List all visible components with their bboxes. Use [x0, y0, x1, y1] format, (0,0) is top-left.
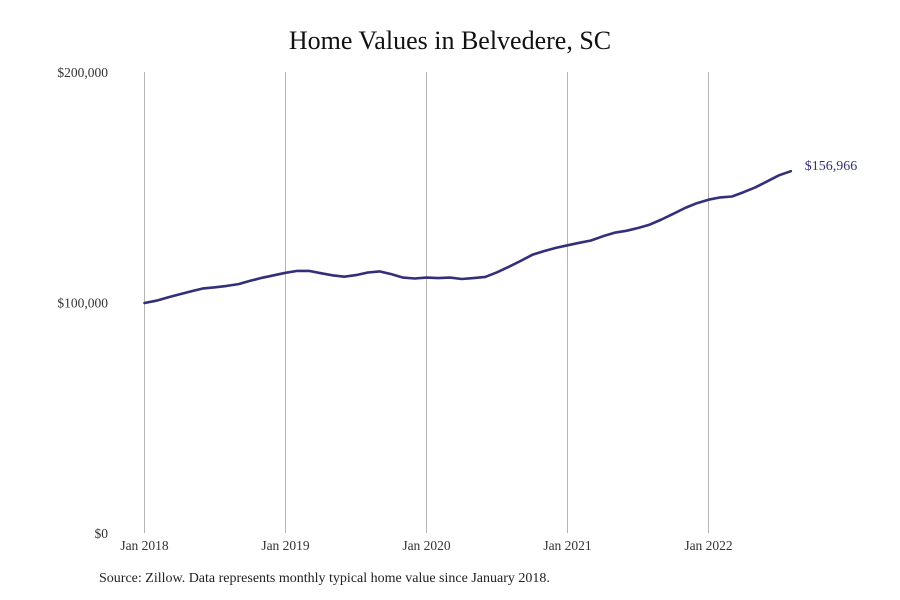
- axis-ticks: Jan 2018 Jan 2019 Jan 2020 Jan 2021 Jan 2022…: [57, 65, 732, 553]
- home-value-line: [143, 169, 793, 305]
- y-tick-label: $0: [95, 526, 109, 541]
- x-tick-label: Jan 2020: [402, 538, 451, 553]
- x-tick-label: Jan 2021: [543, 538, 591, 553]
- y-tick-label: $100,000: [57, 296, 108, 311]
- end-value-label: $156,966: [805, 159, 858, 174]
- chart-title: Home Values in Belvedere, SC: [288, 26, 612, 55]
- x-tick-label: Jan 2022: [684, 538, 732, 553]
- grid-lines: [144, 72, 709, 533]
- x-tick-label: Jan 2019: [261, 538, 310, 553]
- y-tick-label: $200,000: [57, 65, 108, 80]
- series-layer: $156,966: [143, 159, 858, 305]
- x-tick-label: Jan 2018: [120, 538, 169, 553]
- source-note: Source: Zillow. Data represents monthly …: [99, 571, 550, 586]
